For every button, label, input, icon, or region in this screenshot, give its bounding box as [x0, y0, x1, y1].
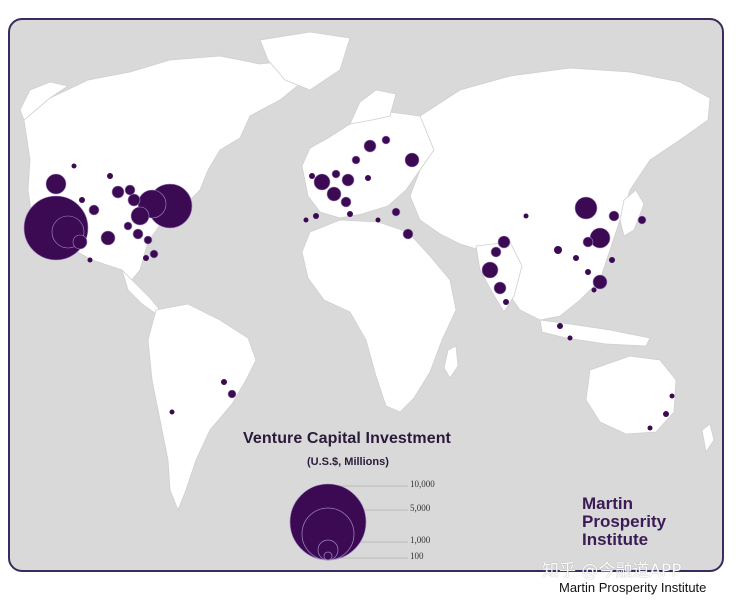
martin-prosperity-logo: Martin Prosperity Institute [582, 495, 666, 549]
bubble-washington [130, 206, 150, 226]
bubble-vancouver [71, 163, 77, 169]
bubble-shanghai [589, 227, 611, 249]
bubble-amsterdam [331, 169, 341, 179]
central-america-landmass [121, 269, 161, 315]
bubble-madrid [313, 213, 319, 219]
zhihu-watermark: 知乎 @今融道APP [542, 561, 682, 581]
bubble-brisbane [669, 393, 675, 399]
bubble-minneapolis [107, 173, 113, 179]
source-caption: Martin Prosperity Institute [559, 580, 707, 595]
bubble-lisbon [303, 217, 309, 223]
bubble-melbourne [647, 425, 653, 431]
alaska-landmass [19, 81, 70, 121]
bubble-miami [149, 249, 159, 259]
south-america-landmass [147, 303, 257, 512]
legend-label-100: 100 [410, 551, 424, 561]
bubble-london [313, 173, 331, 191]
legend-label-10000: 10,000 [410, 479, 435, 489]
japan-landmass [619, 189, 645, 237]
bubble-helsinki [381, 135, 391, 145]
bubble-xian [523, 213, 529, 219]
bubble-atlanta [132, 228, 144, 240]
madagascar-landmass [443, 345, 459, 379]
bubble-phoenix [87, 257, 93, 263]
bubble-sydney [663, 411, 669, 417]
bubble-wuhan [573, 255, 579, 261]
bubble-hangzhou [582, 236, 594, 248]
logo-line-2: Prosperity [582, 512, 667, 531]
bubble-hyderabad [503, 299, 509, 305]
legend-circle-10000 [289, 483, 367, 561]
bubble-austin [100, 230, 116, 246]
bubble-raleigh [143, 235, 153, 245]
bubble-los-angeles [72, 234, 88, 250]
legend-subtitle: (U.S.$, Millions) [307, 456, 389, 468]
bubble-sao-paulo [227, 389, 237, 399]
bubble-athens [375, 217, 381, 223]
bubble-munich [340, 196, 352, 208]
scandinavia-landmass [349, 89, 397, 125]
bubble-taipei [609, 257, 615, 263]
map-frame [8, 18, 724, 572]
bubble-stockholm [363, 139, 377, 153]
africa-landmass [301, 219, 457, 413]
bubble-shenzhen [592, 274, 608, 290]
legend-label-1000: 1,000 [410, 535, 431, 545]
bubble-singapore [557, 323, 563, 329]
bubble-jakarta [567, 335, 573, 341]
bubble-berlin [341, 173, 355, 187]
bubble-paris [326, 186, 342, 202]
bubble-chengdu [554, 246, 562, 254]
bubble-salt-lake [79, 197, 85, 203]
bubble-milan [347, 211, 353, 217]
bubble-tokyo [637, 215, 647, 225]
legend-title: Venture Capital Investment [243, 430, 451, 447]
bubble-beijing [574, 196, 598, 220]
bubble-santiago [169, 409, 175, 415]
bubble-bangalore [481, 261, 499, 279]
bubble-tel-aviv [402, 228, 414, 240]
bubble-tampa [143, 255, 149, 261]
bubble-philadelphia [127, 193, 141, 207]
india-landmass [475, 241, 523, 313]
investment-bubbles [23, 135, 675, 431]
bubble-denver [88, 204, 100, 216]
new-zealand-landmass [701, 423, 715, 454]
bubble-copenhagen [351, 155, 361, 165]
logo-line-1: Martin [582, 494, 633, 513]
legend-label-5000: 5,000 [410, 503, 431, 513]
bubble-dublin [309, 173, 315, 179]
greenland-landmass [259, 31, 351, 91]
bubble-seattle [45, 173, 67, 195]
bubble-warsaw [365, 175, 371, 181]
logo-line-3: Institute [582, 530, 649, 549]
world-map [19, 31, 715, 561]
asia-landmass [409, 67, 711, 321]
bubble-chicago [111, 185, 125, 199]
bubble-dallas [123, 221, 133, 231]
bubble-istanbul [391, 207, 401, 217]
bubble-toronto [124, 184, 136, 196]
indonesia-landmass [539, 319, 651, 347]
bubble-seoul [608, 210, 620, 222]
bubble-moscow [404, 152, 420, 168]
bubble-chennai [493, 281, 507, 295]
bubble-guangzhou [585, 269, 591, 275]
bubble-hong-kong [591, 287, 597, 293]
australia-landmass [585, 355, 677, 435]
legend-circle-100 [323, 551, 333, 561]
bubble-delhi [497, 235, 511, 249]
bubble-rio [221, 379, 227, 385]
legend-circles [289, 483, 408, 561]
bubble-mumbai [490, 246, 502, 258]
